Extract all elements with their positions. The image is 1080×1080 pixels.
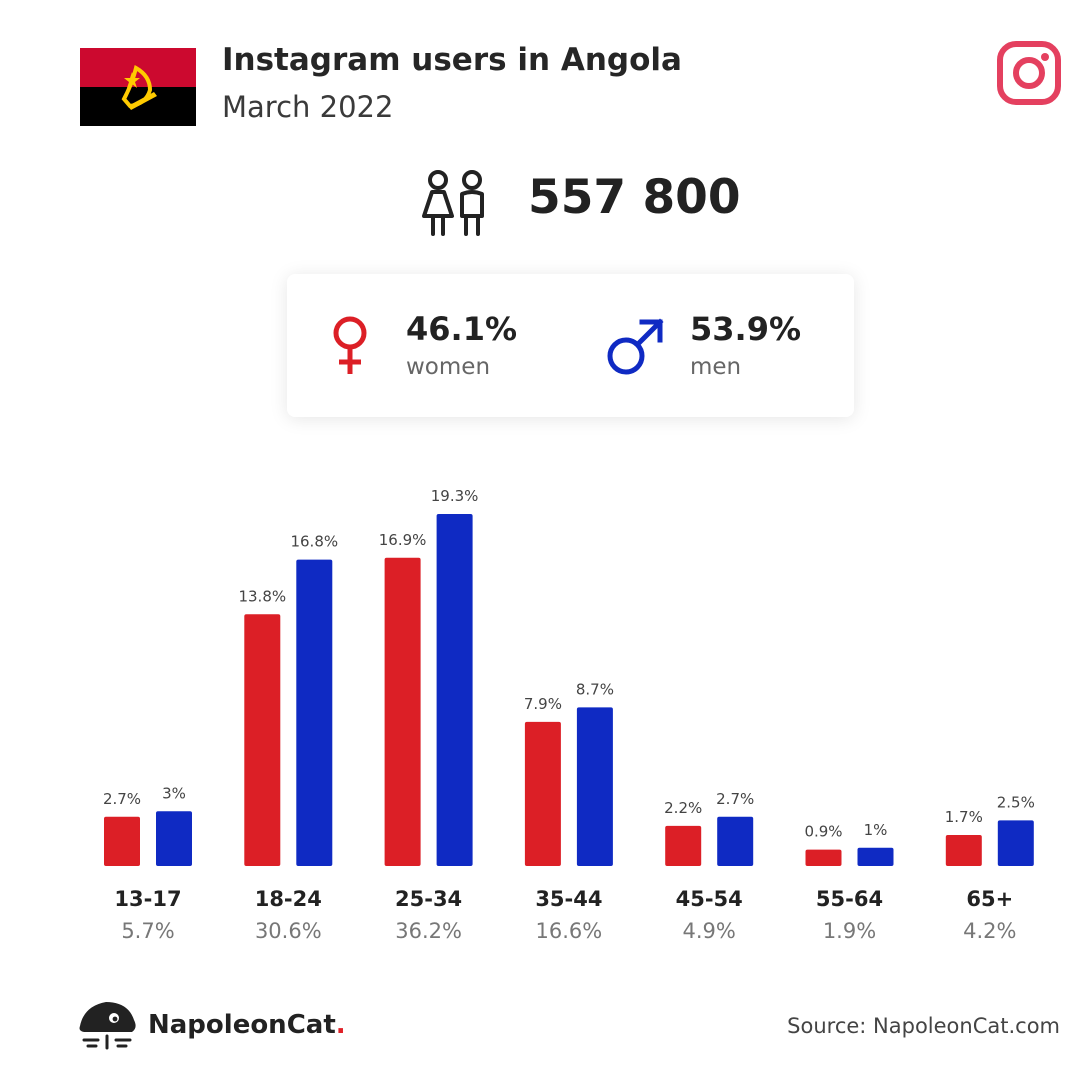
bar-45-54-series-2 [717, 816, 754, 866]
bar-25-34-series-1 [384, 557, 421, 866]
brand-dot: . [335, 1010, 346, 1040]
bar-value-label: 2.7% [716, 790, 754, 808]
users-icon [422, 170, 484, 236]
angola-flag [80, 48, 196, 126]
bar-value-label: 16.9% [379, 531, 427, 549]
bar-35-44-series-2 [576, 707, 613, 866]
bar-value-label: 7.9% [524, 695, 562, 713]
age-category-total: 4.2% [963, 919, 1016, 943]
bar-18-24-series-2 [296, 559, 333, 866]
age-category-total: 16.6% [536, 919, 603, 943]
age-category-label: 65+ [966, 887, 1013, 911]
men-percent: 53.9% [690, 310, 802, 348]
age-category-total: 36.2% [395, 919, 462, 943]
bar-55-64-series-2 [857, 847, 894, 866]
bar-65+-series-1 [945, 834, 982, 866]
bar-55-64-series-1 [805, 849, 842, 866]
bar-value-label: 2.5% [997, 793, 1035, 811]
bar-value-label: 16.8% [290, 533, 338, 551]
bar-13-17-series-2 [156, 811, 192, 866]
bar-value-label: 2.2% [664, 799, 702, 817]
bar-18-24-series-1 [244, 614, 281, 866]
bar-value-label: 1.7% [945, 808, 983, 826]
bar-value-label: 19.3% [431, 487, 479, 505]
bar-45-54-series-1 [665, 825, 702, 866]
men-label: men [690, 354, 742, 380]
brand-text: NapoleonCat [148, 1010, 336, 1040]
bar-value-label: 2.7% [103, 790, 141, 808]
bar-65+-series-2 [997, 820, 1034, 866]
bar-value-label: 3% [162, 784, 186, 802]
bar-13-17-series-1 [104, 816, 140, 866]
age-category-label: 25-34 [395, 887, 462, 911]
page-subtitle: March 2022 [222, 90, 394, 124]
age-category-label: 35-44 [535, 887, 602, 911]
age-category-total: 5.7% [121, 919, 174, 943]
women-label: women [406, 354, 491, 380]
age-category-label: 55-64 [816, 887, 883, 911]
age-category-label: 45-54 [676, 887, 743, 911]
napoleoncat-logo-icon [79, 1002, 136, 1050]
total-users: 557 800 [528, 170, 741, 225]
female-symbol-icon [333, 316, 367, 374]
women-percent: 46.1% [406, 310, 518, 348]
age-category-total: 4.9% [683, 919, 736, 943]
bar-value-label: 0.9% [804, 823, 842, 841]
age-category-total: 30.6% [255, 919, 322, 943]
source-credit: Source: NapoleonCat.com [787, 1014, 1060, 1038]
age-category-total: 1.9% [823, 919, 876, 943]
brand-name: NapoleonCat. [148, 1010, 346, 1040]
page-title: Instagram users in Angola [222, 42, 682, 78]
bar-35-44-series-1 [524, 721, 561, 866]
instagram-icon [997, 41, 1061, 105]
bar-value-label: 13.8% [238, 587, 286, 605]
male-symbol-icon [607, 318, 664, 375]
age-category-label: 13-17 [114, 887, 181, 911]
age-category-label: 18-24 [255, 887, 322, 911]
gender-split-card [287, 274, 854, 417]
bar-value-label: 8.7% [576, 680, 614, 698]
bar-value-label: 1% [864, 821, 888, 839]
bar-25-34-series-2 [436, 514, 473, 866]
